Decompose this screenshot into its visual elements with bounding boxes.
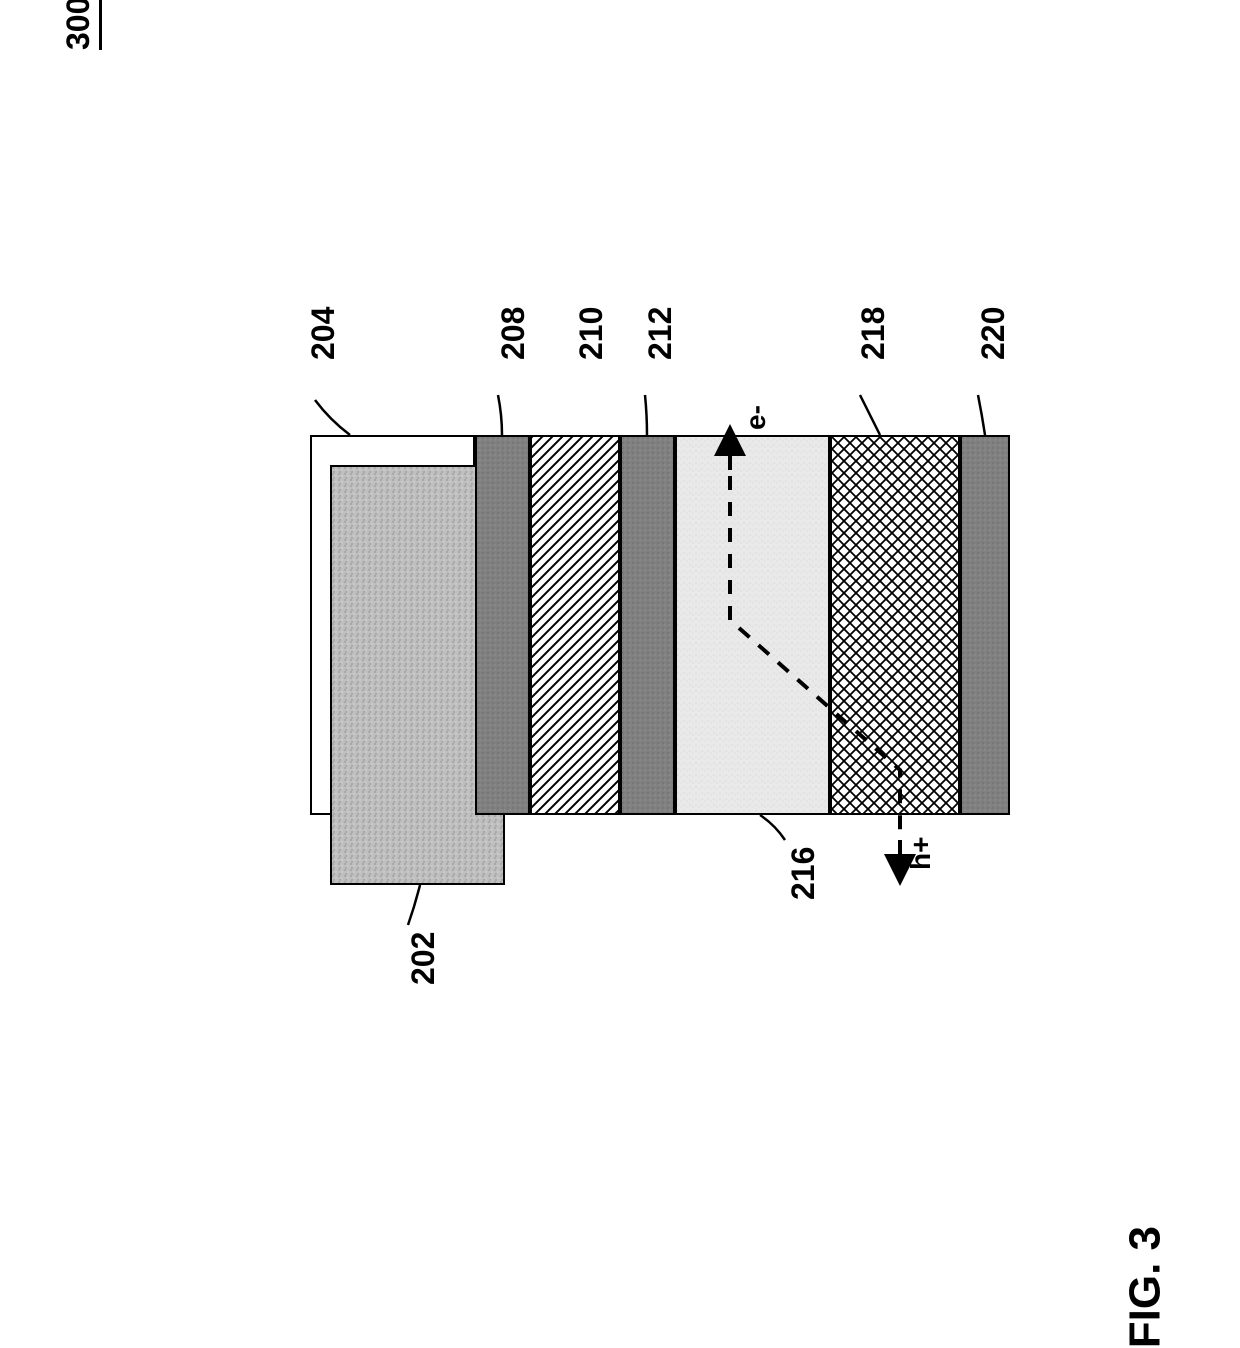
leader-202: [0, 0, 1240, 1346]
figure-caption: FIG. 3: [1120, 1226, 1170, 1348]
figure-canvas: 300: [0, 0, 1240, 1346]
